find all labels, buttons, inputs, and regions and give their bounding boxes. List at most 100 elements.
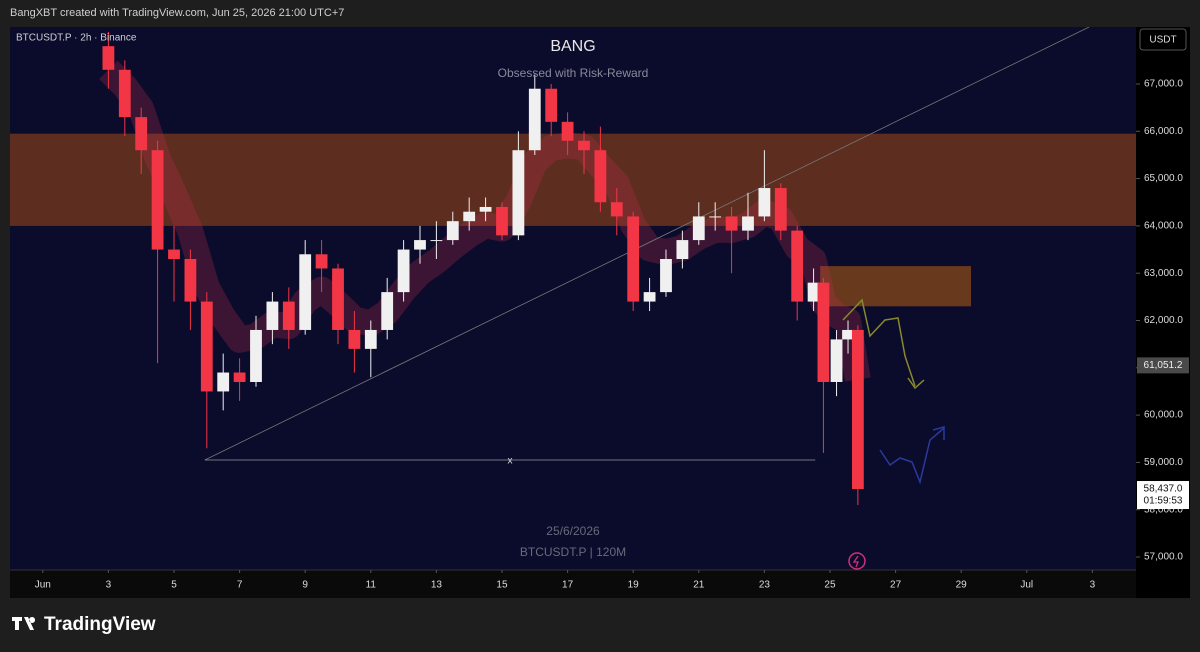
candle-body xyxy=(266,301,279,330)
y-tick-label: 57,000.0 xyxy=(1144,552,1183,563)
y-tick-label: 62,000.0 xyxy=(1144,315,1183,326)
candle-body xyxy=(791,230,804,302)
currency[interactable]: USDT xyxy=(1149,35,1176,46)
y-tick-label: 63,000.0 xyxy=(1144,268,1183,279)
candle-body xyxy=(594,150,607,203)
candle-body xyxy=(842,329,854,340)
countdown: 01:59:53 xyxy=(1144,496,1183,507)
price-tag xyxy=(1137,357,1189,374)
candle-body xyxy=(725,216,738,231)
price-tag-label: 61,051.2 xyxy=(1144,360,1183,371)
y-tick-label: 65,000.0 xyxy=(1144,173,1183,184)
candle-body xyxy=(200,301,213,392)
candle-body xyxy=(151,150,164,250)
x-tick-label: 17 xyxy=(562,580,574,591)
y-tick-label: 66,000.0 xyxy=(1144,126,1183,137)
x-tick-label: 15 xyxy=(496,580,508,591)
candle-body xyxy=(463,211,476,222)
last-price-tag xyxy=(1137,481,1189,510)
watermark: 25/6/2026 xyxy=(546,524,600,538)
candle-body xyxy=(774,188,787,231)
y-tick-label: 64,000.0 xyxy=(1144,221,1183,232)
x-tick-label: 7 xyxy=(237,580,243,591)
x-tick-label: Jul xyxy=(1020,580,1033,591)
x-tick-label: 5 xyxy=(171,580,177,591)
candle-body xyxy=(430,240,443,242)
x-tick-label: 25 xyxy=(824,580,836,591)
x-tick-label: 13 xyxy=(431,580,443,591)
candle-body xyxy=(332,268,344,330)
candle-body xyxy=(135,117,148,151)
candle-body xyxy=(758,188,771,217)
candle-body xyxy=(299,254,312,330)
last-price-label: 58,437.0 xyxy=(1144,484,1183,495)
candle-body xyxy=(315,254,328,269)
currency-box[interactable] xyxy=(1139,28,1187,51)
candle-body xyxy=(102,46,115,70)
candle-body xyxy=(414,240,426,250)
candle-body xyxy=(282,301,295,330)
x-tick-label: 23 xyxy=(759,580,771,591)
x-tick-label: 3 xyxy=(106,580,112,591)
candle-body xyxy=(528,88,541,151)
candle-body xyxy=(578,140,590,151)
y-tick-label: 59,000.0 xyxy=(1144,457,1183,468)
x-tick-label: 27 xyxy=(890,580,902,591)
candle-body xyxy=(233,372,246,382)
arrow-head xyxy=(932,426,945,440)
candle-body xyxy=(397,249,410,293)
alert-bolt xyxy=(852,555,859,568)
candle-body xyxy=(561,121,574,141)
zone xyxy=(820,266,972,307)
x-tick-label: 29 xyxy=(956,580,968,591)
candle-body xyxy=(168,249,180,260)
candle-body xyxy=(364,329,377,349)
candle-body xyxy=(545,88,558,122)
watermark: BTCUSDT.P | 120M xyxy=(520,545,626,559)
x-tick-label: 9 xyxy=(302,580,308,591)
x-tick-label: 21 xyxy=(693,580,705,591)
x-tick-label: Jun xyxy=(35,580,51,591)
x-tick-label: 19 xyxy=(628,580,640,591)
candle-body xyxy=(610,202,623,217)
header: BangXBT created with TradingView.com, Ju… xyxy=(10,7,344,19)
plot-layer: x xyxy=(10,27,1136,505)
candle-body xyxy=(479,206,492,212)
candle-body xyxy=(627,216,640,302)
arrow-head xyxy=(907,377,925,390)
logo-mark xyxy=(12,617,36,630)
candle-body xyxy=(830,339,843,382)
candle-body xyxy=(512,150,525,236)
level-label: x xyxy=(508,456,513,467)
y-tick-label: 60,000.0 xyxy=(1144,410,1183,421)
candle-body xyxy=(217,372,230,392)
candle-body xyxy=(348,329,361,349)
projection-arrow xyxy=(879,427,945,485)
chart-subtitle: Obsessed with Risk-Reward xyxy=(498,66,649,80)
candle-body xyxy=(742,216,754,231)
candle-body xyxy=(118,69,131,118)
chart-title: BANG xyxy=(550,38,595,55)
time-axis xyxy=(10,570,1136,598)
candle-body xyxy=(709,216,722,218)
x-tick-label: 3 xyxy=(1090,580,1096,591)
candle-body xyxy=(496,206,508,236)
candle-body xyxy=(184,259,197,302)
candle-body xyxy=(446,221,459,241)
y-tick-label: 67,000.0 xyxy=(1144,79,1183,90)
candle-body xyxy=(676,240,689,260)
footer-logo: TradingView xyxy=(44,614,156,635)
candle-body xyxy=(660,259,672,293)
symbol: BTCUSDT.P · 2h · Binance xyxy=(16,33,137,44)
zone xyxy=(10,133,1136,226)
alert-icon[interactable] xyxy=(848,552,866,570)
candle-body xyxy=(250,329,262,382)
trendline xyxy=(204,27,1090,461)
candle-body xyxy=(692,216,705,241)
x-tick-label: 11 xyxy=(366,580,377,591)
y-tick-label: 58,000.0 xyxy=(1144,504,1183,515)
candle-body xyxy=(851,329,864,490)
candle-body xyxy=(807,282,820,302)
candle-body xyxy=(381,292,394,330)
